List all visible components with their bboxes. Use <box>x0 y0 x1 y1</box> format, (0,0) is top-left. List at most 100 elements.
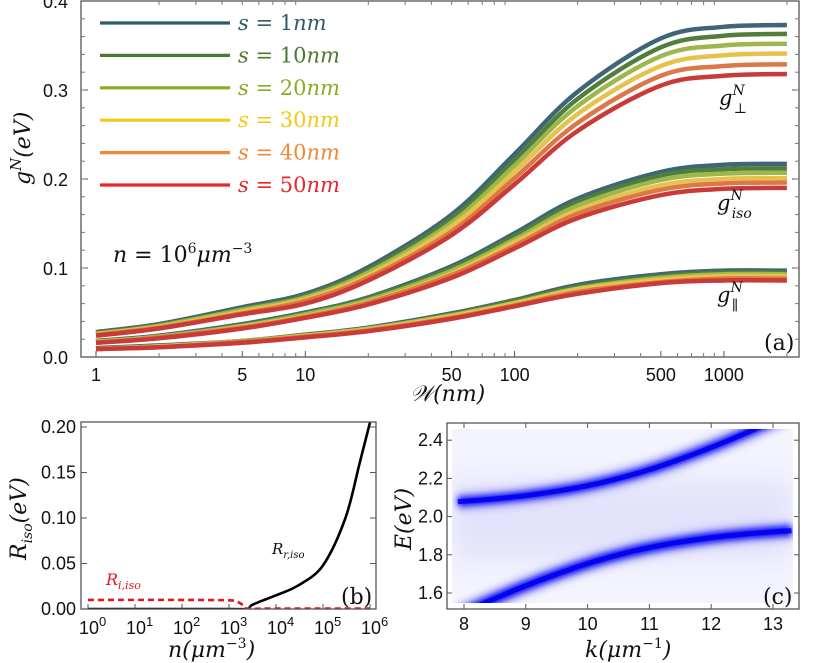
legend-label-eq: = 50 <box>249 173 307 197</box>
panel-c-tag: (c) <box>763 585 793 610</box>
panel-b-xlabel: n(μm−3) <box>168 636 255 663</box>
legend-label-eq: = 40 <box>249 141 307 165</box>
x-tick-exp: 6 <box>381 614 388 629</box>
x-tick-exp: 1 <box>146 614 153 629</box>
x-tick-label: 103 <box>220 614 247 638</box>
panel-c-ylabel: E(eV) <box>392 488 417 551</box>
legend-item-s1: s = 10nm <box>100 43 340 67</box>
legend-label-unit: nm <box>293 11 326 35</box>
x-tick-base: 10 <box>220 618 240 638</box>
x-tick-exp: 2 <box>193 614 200 629</box>
legend-label-eq: = 30 <box>249 108 307 132</box>
x-tick-label: 101 <box>126 614 153 638</box>
y-tick-label: 0.05 <box>41 554 76 574</box>
legend-label-unit: nm <box>306 108 339 132</box>
curve-iso-s5 <box>95 185 787 346</box>
legend-label-unit: nm <box>306 141 339 165</box>
y-tick-label: 2.4 <box>418 430 443 450</box>
x-tick-label: 5 <box>237 365 247 385</box>
legend-label-lhs: s <box>238 141 249 165</box>
x-tick-exp: 4 <box>287 614 294 629</box>
panel-b: 100 101 102 103 104 105 1060.000.050.100.150.2… <box>7 417 388 663</box>
x-tick-base: 10 <box>361 618 381 638</box>
y-tick-label: 0.3 <box>43 81 68 101</box>
panel-a-xlabel: 𝒲(nm) <box>410 382 485 407</box>
branch-core-0 <box>457 429 762 505</box>
curve-label-perp: gN ⊥ <box>719 83 747 117</box>
x-tick-label: 500 <box>646 365 676 385</box>
x-tick-label: 9 <box>521 614 531 634</box>
legend-label: s = 10nm <box>238 43 340 67</box>
panel-b-ticks: 100 101 102 103 104 105 1060.000.050.100.150.2… <box>41 417 388 638</box>
heatmap-branches <box>456 429 793 603</box>
series-label-r-real: Rr,iso <box>271 540 305 561</box>
x-tick-label: 106 <box>361 614 388 638</box>
y-tick-label: 0.20 <box>41 417 76 437</box>
panel-a-tag: (a) <box>764 331 794 356</box>
x-tick-label: 1000 <box>704 365 744 385</box>
panel-a-ticks: 1 5 10 50 100 500 1000 0.0 0.1 0.2 0.3 0.4 <box>43 0 799 385</box>
legend-item-s2: s = 20nm <box>100 76 340 100</box>
panel-c-ticks: 8 9 10 11 12 13 1.6 1.8 2.0 2.2 2.4 <box>418 423 799 634</box>
y-tick-label: 0.10 <box>41 508 76 528</box>
y-tick-label: 0.00 <box>41 599 76 619</box>
x-tick-label: 50 <box>442 365 462 385</box>
density-annotation: n = 106μm−3 <box>113 241 252 268</box>
x-tick-base: 10 <box>126 618 146 638</box>
panel-b-tag: (b) <box>341 585 372 610</box>
curve-label-iso: gN iso <box>717 188 752 222</box>
y-tick-label: 1.6 <box>418 583 443 603</box>
x-tick-label: 105 <box>314 614 341 638</box>
x-tick-label: 11 <box>640 614 659 634</box>
y-tick-label: 0.15 <box>41 463 76 483</box>
x-tick-base: 10 <box>173 618 193 638</box>
legend-label-eq: = 1 <box>249 11 293 35</box>
legend-label-lhs: s <box>238 11 249 35</box>
y-tick-label: 0.4 <box>43 0 68 12</box>
legend-label: s = 1nm <box>238 11 327 35</box>
x-tick-label: 100 <box>79 614 106 638</box>
curve-par-s2 <box>95 271 787 352</box>
x-tick-label: 8 <box>459 614 469 634</box>
x-tick-label: 1 <box>91 365 101 385</box>
legend-label-eq: = 20 <box>249 76 307 100</box>
y-tick-label: 2.0 <box>418 507 443 527</box>
y-tick-label: 1.8 <box>418 545 443 565</box>
curve-r-real <box>88 422 372 609</box>
panel-a-curves <box>95 22 787 352</box>
x-tick-label: 104 <box>267 614 294 638</box>
legend-label-lhs: s <box>238 173 249 197</box>
legend-label: s = 20nm <box>238 76 340 100</box>
legend-item-s4: s = 40nm <box>100 141 340 165</box>
curve-label-par: gN ∥ <box>717 280 743 314</box>
x-tick-base: 10 <box>267 618 287 638</box>
panel-c-xlabel: k(μm−1) <box>585 636 671 663</box>
x-tick-label: 10 <box>578 614 598 634</box>
x-tick-base: 10 <box>314 618 334 638</box>
legend-label-unit: nm <box>306 173 339 197</box>
x-tick-exp: 5 <box>334 614 341 629</box>
x-tick-exp: 0 <box>99 614 106 629</box>
legend-label-lhs: s <box>238 108 249 132</box>
legend-label-unit: nm <box>306 76 339 100</box>
x-tick-base: 10 <box>79 618 99 638</box>
legend-label-lhs: s <box>238 76 249 100</box>
panel-c-frame <box>446 422 800 610</box>
y-tick-label: 0.1 <box>43 259 68 279</box>
x-tick-label: 13 <box>763 614 783 634</box>
legend-label-lhs: s <box>238 43 249 67</box>
legend-item-s5: s = 50nm <box>100 173 340 197</box>
legend-label: s = 40nm <box>238 141 340 165</box>
panel-c: 8 9 10 11 12 13 1.6 1.8 2.0 2.2 2.4 (c) E(eV) k(μm… <box>392 422 800 663</box>
curve-par-s5 <box>95 278 787 352</box>
series-label-r-imag: Ri,iso <box>105 570 141 592</box>
branch-core-1 <box>478 528 792 603</box>
legend-label: s = 50nm <box>238 173 340 197</box>
legend-label-unit: nm <box>306 43 339 67</box>
legend-label-eq: = 10 <box>249 43 307 67</box>
legend-label: s = 30nm <box>238 108 340 132</box>
x-tick-label: 102 <box>173 614 200 638</box>
curve-perp-s4 <box>95 61 787 337</box>
x-tick-exp: 3 <box>240 614 247 629</box>
